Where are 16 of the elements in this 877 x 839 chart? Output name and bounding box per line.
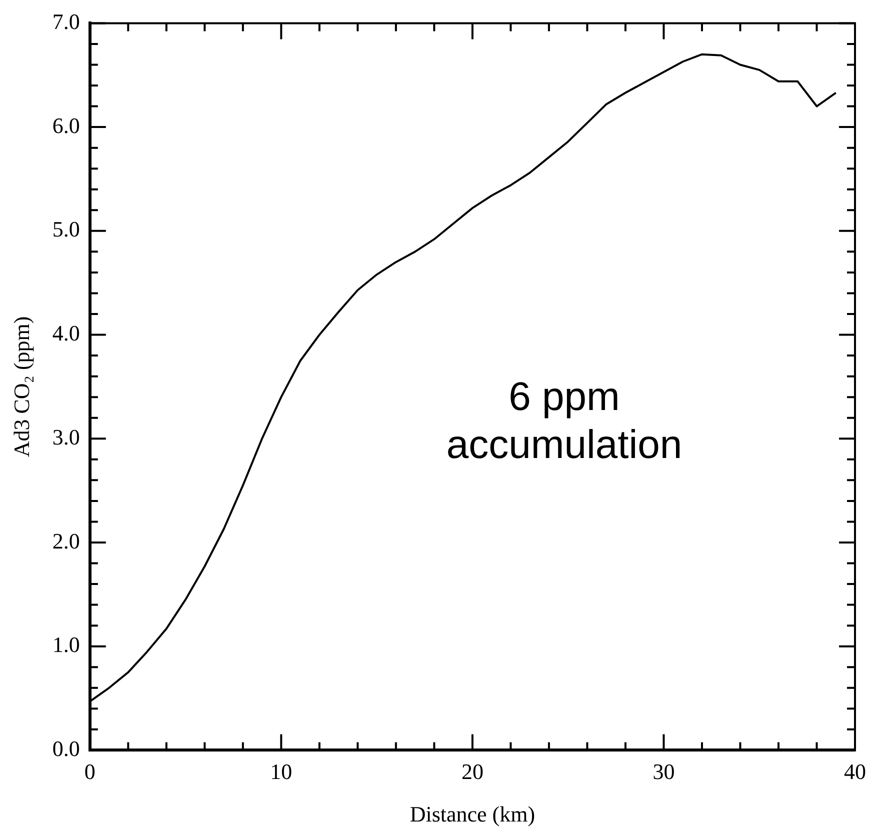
- y-tick-label: 0.0: [52, 736, 80, 761]
- y-tick-label: 3.0: [52, 424, 80, 450]
- y-tick-label: 2.0: [52, 528, 80, 554]
- x-tick-label: 20: [461, 759, 484, 784]
- y-tick-label: 1.0: [52, 632, 80, 658]
- y-tick-label: 7.0: [52, 8, 80, 34]
- x-tick-label: 0: [84, 759, 96, 784]
- y-tick-label: 4.0: [52, 320, 80, 346]
- x-tick-label: 40: [844, 759, 866, 784]
- annotation: 6 ppm accumulation: [446, 375, 682, 468]
- y-tick-label: 5.0: [52, 216, 80, 242]
- y-axis-title: Ad3 CO₂ (ppm): [8, 316, 34, 458]
- y-tick-label: 6.0: [52, 112, 80, 138]
- x-tick-label: 30: [652, 759, 675, 784]
- x-axis-title: Distance (km): [410, 802, 536, 827]
- x-tick-label: 10: [270, 759, 292, 784]
